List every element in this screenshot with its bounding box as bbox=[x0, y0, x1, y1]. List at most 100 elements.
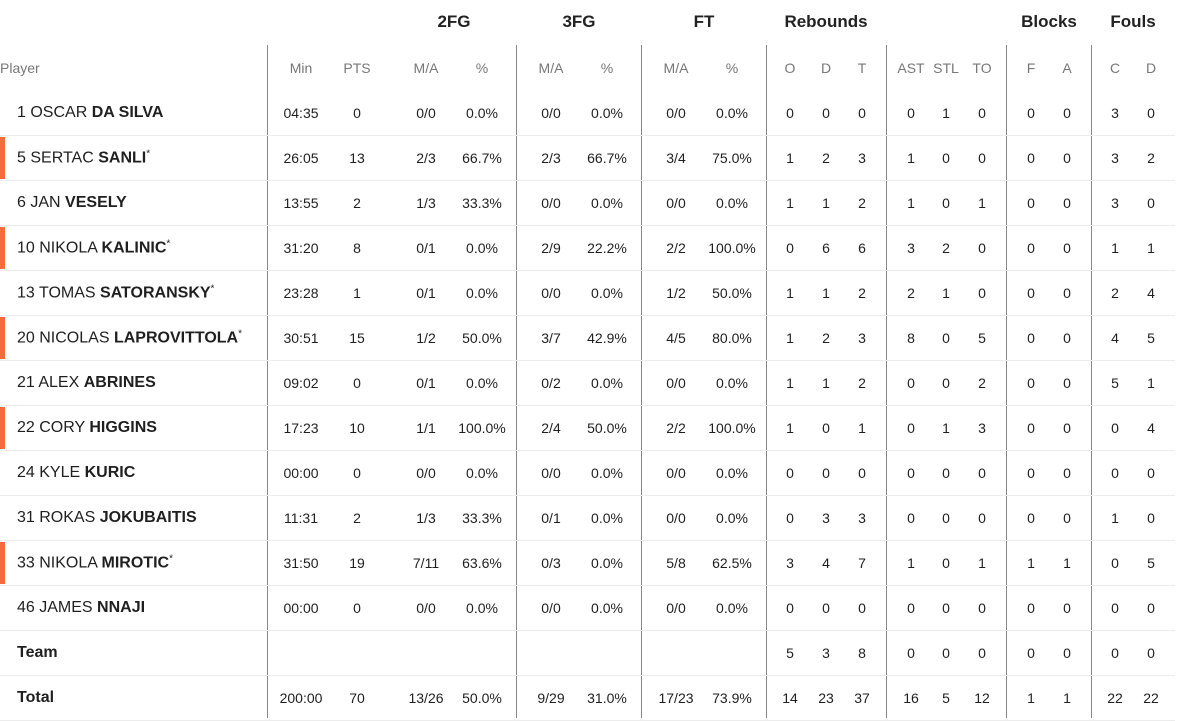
stat-cell: 0 bbox=[822, 465, 830, 481]
stat-cell: 3 bbox=[822, 645, 830, 661]
stat-cell: 1 bbox=[858, 420, 866, 436]
stat-cell: 1 bbox=[1063, 690, 1071, 706]
stat-cell: 1 bbox=[907, 195, 915, 211]
stat-cell: 1 bbox=[1147, 240, 1155, 256]
column-header: A bbox=[1062, 60, 1072, 76]
stat-cell: 0 bbox=[786, 105, 794, 121]
first-name: JAN bbox=[30, 194, 61, 211]
stat-cell: 0 bbox=[1063, 510, 1071, 526]
column-header: % bbox=[475, 60, 489, 76]
stat-cell: 0.0% bbox=[591, 105, 623, 121]
player-number: 10 bbox=[17, 239, 35, 257]
player-name: 5 SERTAC SANLI* bbox=[17, 148, 150, 167]
stat-cell: 62.5% bbox=[712, 555, 752, 571]
player-number: 24 bbox=[17, 464, 35, 481]
stat-cell: 6 bbox=[858, 240, 866, 256]
stat-cell: 0 bbox=[1111, 420, 1119, 436]
stat-cell: 1 bbox=[942, 105, 950, 121]
group-header: 2FG bbox=[437, 12, 471, 31]
stat-cell: 11:31 bbox=[284, 510, 318, 526]
row-divider bbox=[0, 405, 1175, 406]
player-name: 31 ROKAS JOKUBAITIS bbox=[17, 509, 197, 527]
stat-cell: 0 bbox=[1027, 195, 1035, 211]
row-divider bbox=[0, 180, 1175, 181]
stat-cell: 1 bbox=[1111, 240, 1119, 256]
stat-cell: 0 bbox=[1147, 465, 1155, 481]
stat-cell: 0 bbox=[858, 600, 866, 616]
row-divider bbox=[0, 630, 1175, 631]
stat-cell: 5 bbox=[978, 330, 986, 346]
stat-cell: 2/9 bbox=[541, 240, 561, 256]
stat-cell: 0.0% bbox=[466, 240, 498, 256]
stat-cell: 0/0 bbox=[666, 465, 686, 481]
stat-cell: 31:50 bbox=[283, 555, 319, 571]
stat-cell: 0 bbox=[942, 465, 950, 481]
starter-mark: * bbox=[146, 148, 151, 160]
last-name: SATORANSKY bbox=[100, 284, 211, 302]
stat-cell: 0.0% bbox=[591, 195, 623, 211]
stat-cell: 3 bbox=[907, 240, 915, 256]
stat-cell: 0 bbox=[978, 510, 986, 526]
player-header: Player bbox=[0, 60, 40, 76]
last-name: SANLI bbox=[98, 149, 147, 167]
stat-cell: 50.0% bbox=[712, 285, 752, 301]
active-marker bbox=[0, 542, 5, 584]
stat-cell: 0 bbox=[1063, 285, 1071, 301]
stat-cell: 10 bbox=[349, 420, 365, 436]
column-header: D bbox=[820, 60, 832, 76]
stat-cell: 0 bbox=[1063, 375, 1071, 391]
stat-cell: 0.0% bbox=[591, 600, 623, 616]
stat-cell: 4/5 bbox=[666, 330, 686, 346]
stat-cell: 0/0 bbox=[541, 285, 561, 301]
stat-cell: 0 bbox=[1111, 600, 1119, 616]
stat-cell: 1 bbox=[786, 375, 794, 391]
stat-cell: 0 bbox=[1027, 465, 1035, 481]
stat-cell: 0 bbox=[1063, 645, 1071, 661]
column-header: % bbox=[600, 60, 614, 76]
stat-cell: 0/0 bbox=[541, 600, 561, 616]
stat-cell: 0.0% bbox=[591, 375, 623, 391]
stat-cell: 13 bbox=[349, 150, 365, 166]
stat-cell: 15 bbox=[349, 330, 365, 346]
row-divider bbox=[0, 675, 1175, 676]
stat-cell: 3 bbox=[978, 420, 986, 436]
column-header: M/A bbox=[663, 60, 689, 76]
row-divider bbox=[0, 585, 1175, 586]
stat-cell: 1 bbox=[978, 555, 986, 571]
stat-cell: 0 bbox=[942, 645, 950, 661]
stat-cell: 31:20 bbox=[283, 240, 319, 256]
last-name: LAPROVITTOLA bbox=[113, 329, 239, 347]
stat-cell: 0.0% bbox=[716, 195, 748, 211]
column-divider bbox=[1006, 45, 1007, 718]
stat-cell: 0/0 bbox=[416, 600, 436, 616]
stat-cell: 3/7 bbox=[541, 330, 561, 346]
stat-cell: 0 bbox=[1027, 150, 1035, 166]
stat-cell: 5 bbox=[1147, 555, 1155, 571]
last-name: VESELY bbox=[65, 194, 127, 211]
stat-cell: 0/1 bbox=[416, 375, 436, 391]
stat-cell: 0 bbox=[1063, 465, 1071, 481]
stat-cell: 70 bbox=[349, 690, 365, 706]
player-name: 1 OSCAR DA SILVA bbox=[17, 104, 163, 122]
stat-cell: 2 bbox=[942, 240, 950, 256]
stat-cell: 5/8 bbox=[666, 555, 686, 571]
player-name: 22 CORY HIGGINS bbox=[17, 419, 157, 437]
row-divider bbox=[0, 225, 1175, 226]
stat-cell: 0 bbox=[978, 465, 986, 481]
player-name: 46 JAMES NNAJI bbox=[17, 599, 145, 617]
stat-cell: 73.9% bbox=[712, 690, 752, 706]
stat-cell: 16 bbox=[903, 690, 919, 706]
stat-cell: 0 bbox=[1027, 420, 1035, 436]
last-name: DA SILVA bbox=[91, 104, 164, 121]
stat-cell: 5 bbox=[1111, 375, 1119, 391]
stat-cell: 3 bbox=[858, 510, 866, 526]
stat-cell: 8 bbox=[907, 330, 915, 346]
stat-cell: 0 bbox=[1063, 420, 1071, 436]
stat-cell: 3 bbox=[1111, 195, 1119, 211]
stat-cell: 9/29 bbox=[537, 690, 565, 706]
stat-cell: 0 bbox=[978, 240, 986, 256]
first-name: SERTAC bbox=[30, 149, 94, 167]
stat-cell: 13/26 bbox=[408, 690, 444, 706]
stat-cell: 1 bbox=[1147, 375, 1155, 391]
stat-cell: 0 bbox=[942, 195, 950, 211]
